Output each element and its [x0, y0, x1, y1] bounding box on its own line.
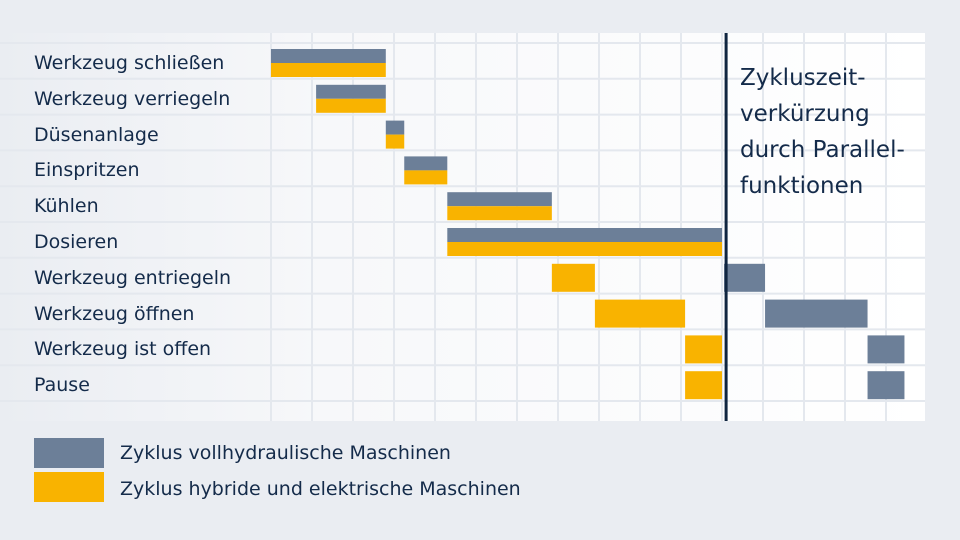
bar-hybrid-9 [685, 371, 722, 400]
bar-hydraulic-9 [867, 371, 905, 400]
legend-swatch-hybrid [34, 472, 104, 502]
task-label: Düsenanlage [34, 123, 159, 146]
task-label: Kühlen [34, 195, 99, 218]
chart-grid-panel [0, 33, 925, 421]
bar-hybrid-6 [551, 263, 595, 292]
bar-hydraulic-0 [271, 49, 386, 63]
bar-hybrid-5 [447, 242, 722, 256]
bar-hybrid-2 [385, 134, 405, 149]
bar-hydraulic-6 [724, 263, 766, 292]
bar-hydraulic-4 [447, 192, 552, 207]
task-label: Werkzeug schließen [34, 52, 225, 74]
bar-hydraulic-1 [316, 84, 386, 99]
legend-label-hydraulic: Zyklus vollhydraulische Maschinen [120, 442, 451, 464]
task-label: Werkzeug öffnen [34, 302, 195, 325]
bar-hybrid-3 [404, 170, 448, 185]
bar-hybrid-1 [316, 98, 386, 113]
legend-label-hybrid: Zyklus hybride und elektrische Maschinen [120, 478, 521, 500]
bar-hybrid-4 [447, 206, 552, 221]
chart-annotation: Zykluszeit- verkürzung durch Parallel- f… [740, 65, 905, 199]
bar-hybrid-7 [594, 299, 686, 328]
bar-hydraulic-2 [385, 120, 405, 135]
task-label: Werkzeug entriegeln [34, 266, 232, 289]
task-label: Pause [34, 374, 90, 397]
bar-hydraulic-5 [447, 228, 722, 242]
bar-hydraulic-8 [867, 335, 905, 364]
bar-hydraulic-7 [765, 299, 868, 328]
bar-hydraulic-3 [404, 156, 448, 171]
bar-hybrid-8 [685, 335, 722, 364]
task-label: Dosieren [34, 231, 119, 253]
bar-hybrid-0 [271, 63, 386, 77]
legend-swatch-hydraulic [34, 438, 104, 468]
task-label: Werkzeug verriegeln [34, 87, 231, 110]
task-label: Einspritzen [34, 159, 140, 182]
task-label: Werkzeug ist offen [34, 338, 212, 361]
